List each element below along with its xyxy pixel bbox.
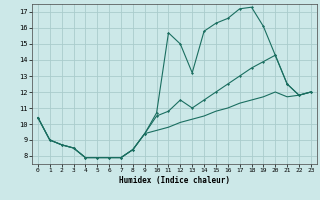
X-axis label: Humidex (Indice chaleur): Humidex (Indice chaleur) (119, 176, 230, 185)
